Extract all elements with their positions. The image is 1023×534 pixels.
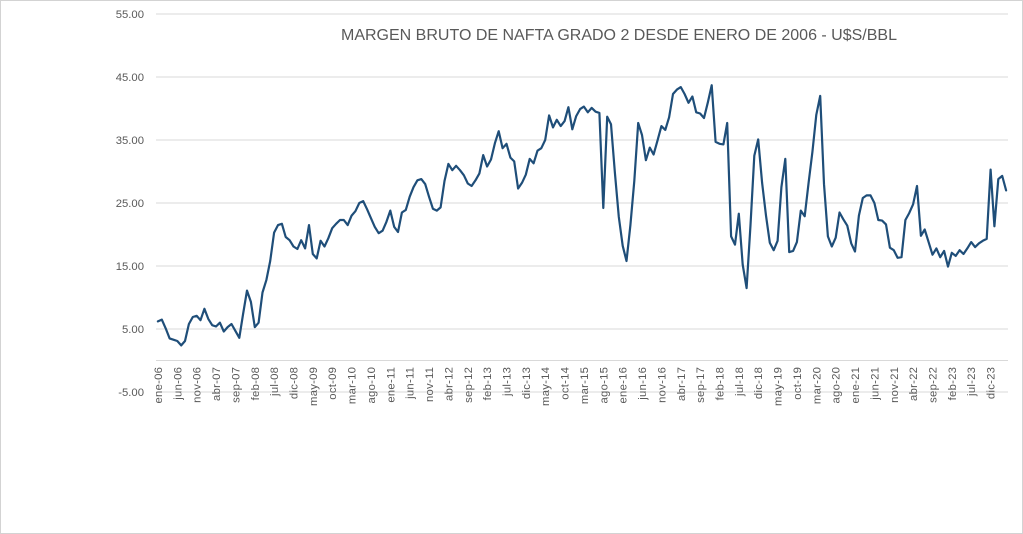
svg-text:25.00: 25.00 <box>116 198 144 210</box>
svg-text:jun-11: jun-11 <box>405 367 417 400</box>
svg-text:sep-22: sep-22 <box>928 367 940 403</box>
svg-text:may-14: may-14 <box>540 367 552 406</box>
svg-text:sep-17: sep-17 <box>695 367 707 403</box>
svg-text:feb-08: feb-08 <box>250 367 262 401</box>
svg-text:55.00: 55.00 <box>116 9 144 21</box>
svg-text:ene-16: ene-16 <box>618 367 630 404</box>
svg-text:sep-07: sep-07 <box>230 367 242 403</box>
svg-text:jun-16: jun-16 <box>637 367 649 401</box>
svg-text:oct-09: oct-09 <box>327 367 339 400</box>
svg-text:jul-23: jul-23 <box>966 367 978 397</box>
svg-text:jul-13: jul-13 <box>502 367 514 397</box>
svg-text:ago-20: ago-20 <box>831 367 843 404</box>
svg-text:-5.00: -5.00 <box>118 387 144 399</box>
svg-text:35.00: 35.00 <box>116 135 144 147</box>
svg-text:ene-11: ene-11 <box>385 367 397 403</box>
svg-text:may-19: may-19 <box>773 367 785 406</box>
svg-text:jul-08: jul-08 <box>269 367 281 397</box>
svg-text:ene-06: ene-06 <box>153 367 165 404</box>
svg-text:mar-15: mar-15 <box>579 367 591 404</box>
svg-text:jul-18: jul-18 <box>734 367 746 397</box>
svg-text:nov-16: nov-16 <box>656 367 668 403</box>
svg-text:5.00: 5.00 <box>122 324 144 336</box>
svg-text:mar-10: mar-10 <box>347 367 359 404</box>
svg-text:abr-07: abr-07 <box>211 367 223 401</box>
svg-text:abr-17: abr-17 <box>676 367 688 401</box>
svg-text:feb-18: feb-18 <box>715 367 727 401</box>
svg-text:dic-08: dic-08 <box>289 367 301 399</box>
svg-text:oct-19: oct-19 <box>792 367 804 400</box>
svg-text:feb-13: feb-13 <box>482 367 494 401</box>
svg-text:abr-12: abr-12 <box>443 367 455 401</box>
svg-text:nov-06: nov-06 <box>192 367 204 403</box>
svg-text:feb-23: feb-23 <box>947 367 959 401</box>
svg-text:sep-12: sep-12 <box>463 367 475 403</box>
svg-text:MARGEN BRUTO DE NAFTA GRADO 2: MARGEN BRUTO DE NAFTA GRADO 2 DESDE ENER… <box>341 27 897 44</box>
svg-text:15.00: 15.00 <box>116 261 144 273</box>
svg-text:jun-06: jun-06 <box>172 367 184 401</box>
svg-text:ago-10: ago-10 <box>366 367 378 404</box>
svg-text:may-09: may-09 <box>308 367 320 406</box>
svg-text:nov-11: nov-11 <box>424 367 436 402</box>
svg-text:ene-21: ene-21 <box>850 367 862 404</box>
svg-text:oct-14: oct-14 <box>560 367 572 400</box>
svg-text:dic-13: dic-13 <box>521 367 533 399</box>
svg-text:dic-23: dic-23 <box>986 367 998 399</box>
svg-text:abr-22: abr-22 <box>908 367 920 401</box>
svg-text:mar-20: mar-20 <box>811 367 823 404</box>
svg-text:ago-15: ago-15 <box>598 367 610 404</box>
svg-text:nov-21: nov-21 <box>889 367 901 403</box>
svg-text:dic-18: dic-18 <box>753 367 765 399</box>
svg-text:jun-21: jun-21 <box>869 367 881 401</box>
svg-text:45.00: 45.00 <box>116 72 144 84</box>
